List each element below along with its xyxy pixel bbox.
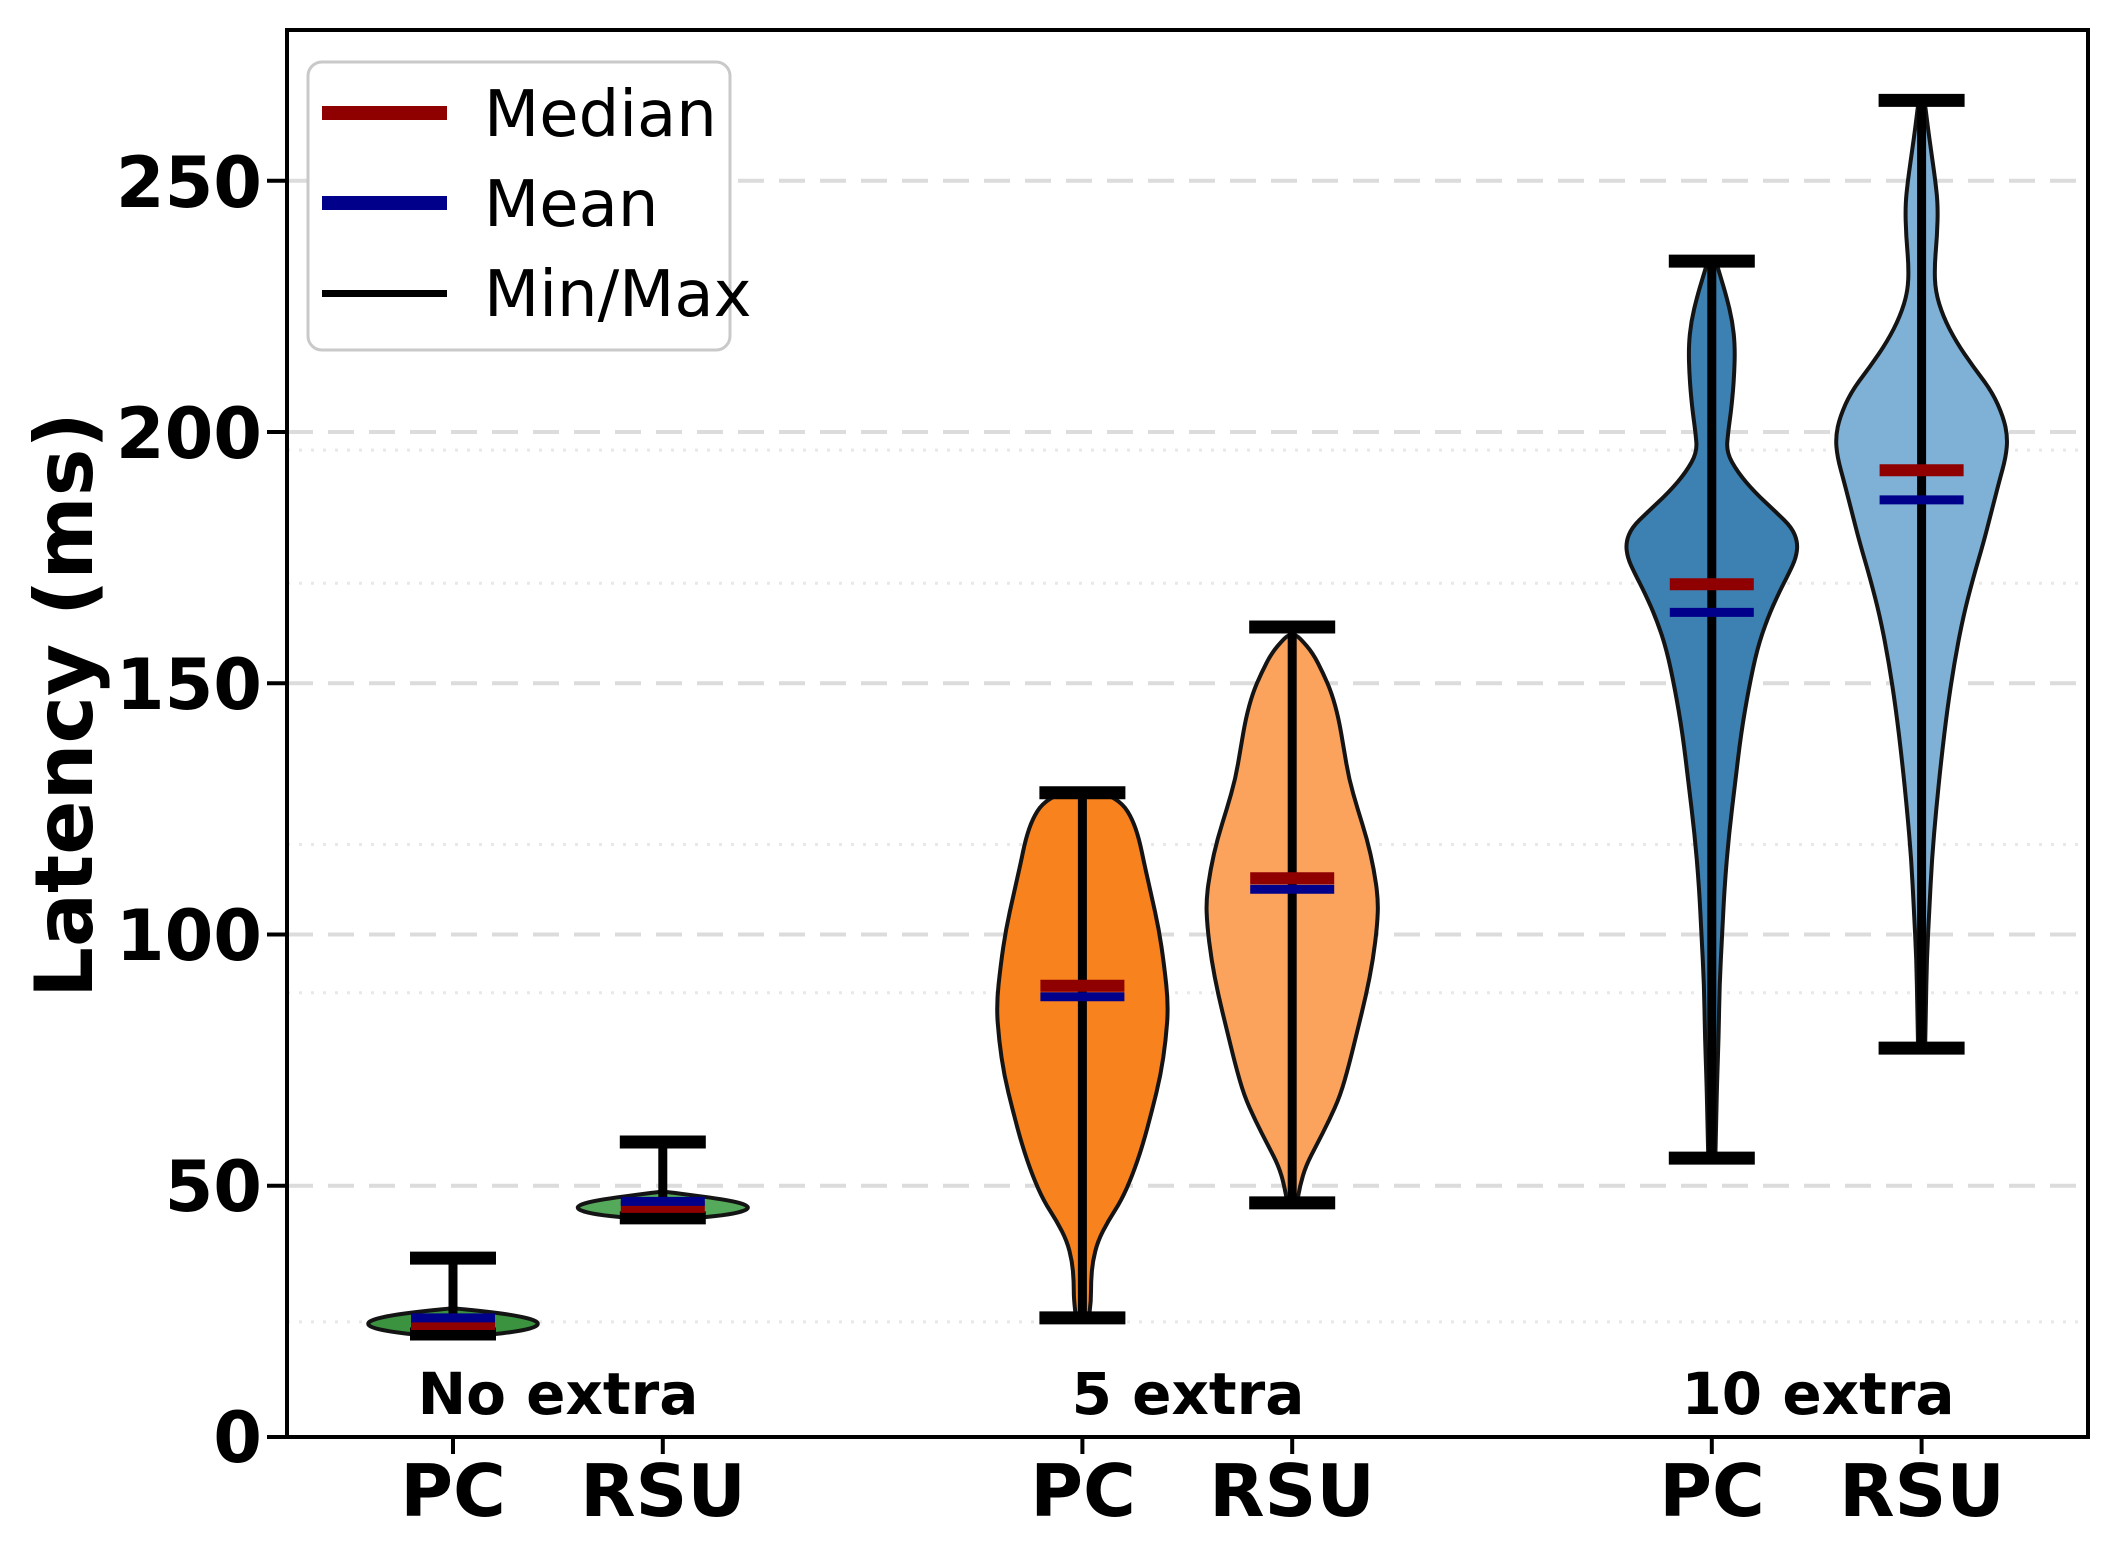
violin-10-extra-rsu — [1834, 93, 2009, 1055]
violins-layer — [366, 93, 2009, 1341]
y-tick-0: 0 — [213, 1397, 262, 1479]
legend-mean-label: Mean — [484, 168, 658, 242]
x-axis-tick-labels: PC RSU PC RSU PC RSU — [400, 1449, 2005, 1533]
violin-no-extra-rsu — [575, 1135, 750, 1225]
group-label-10-extra: 10 extra — [1681, 1360, 1954, 1428]
legend-mean-swatch — [322, 196, 447, 210]
y-tick-100: 100 — [116, 895, 262, 977]
legend-median-swatch — [322, 106, 447, 120]
group-label-5-extra: 5 extra — [1072, 1360, 1305, 1428]
y-tick-250: 250 — [116, 142, 262, 224]
legend-median-label: Median — [484, 78, 717, 152]
legend: Median Mean Min/Max — [306, 60, 751, 352]
legend-box — [306, 60, 732, 352]
violin-10-extra-pc — [1624, 254, 1800, 1165]
x-tick-rsu-1: RSU — [580, 1449, 746, 1533]
y-axis-tick-labels: 0 50 100 150 200 250 — [116, 142, 262, 1479]
violin-5-extra-pc — [995, 786, 1170, 1325]
x-tick-pc-1: PC — [400, 1449, 506, 1533]
legend-minmax-swatch — [322, 290, 447, 297]
violin-no-extra-pc — [366, 1251, 540, 1341]
group-labels: No extra 5 extra 10 extra — [418, 1360, 1955, 1428]
x-tick-rsu-3: RSU — [1839, 1449, 2005, 1533]
gridlines — [287, 178, 2088, 1324]
y-tick-50: 50 — [165, 1146, 262, 1228]
legend-minmax-label: Min/Max — [484, 258, 751, 332]
y-axis-label: Latency (ms) — [18, 412, 111, 998]
plot-frame — [285, 28, 2090, 1439]
axis-tick-marks — [267, 178, 1924, 1454]
x-tick-pc-2: PC — [1030, 1449, 1136, 1533]
y-tick-200: 200 — [116, 393, 262, 475]
x-tick-pc-3: PC — [1659, 1449, 1765, 1533]
y-tick-150: 150 — [116, 644, 262, 726]
x-tick-rsu-2: RSU — [1209, 1449, 1375, 1533]
violin-5-extra-rsu — [1204, 620, 1380, 1210]
group-label-no-extra: No extra — [418, 1360, 699, 1428]
